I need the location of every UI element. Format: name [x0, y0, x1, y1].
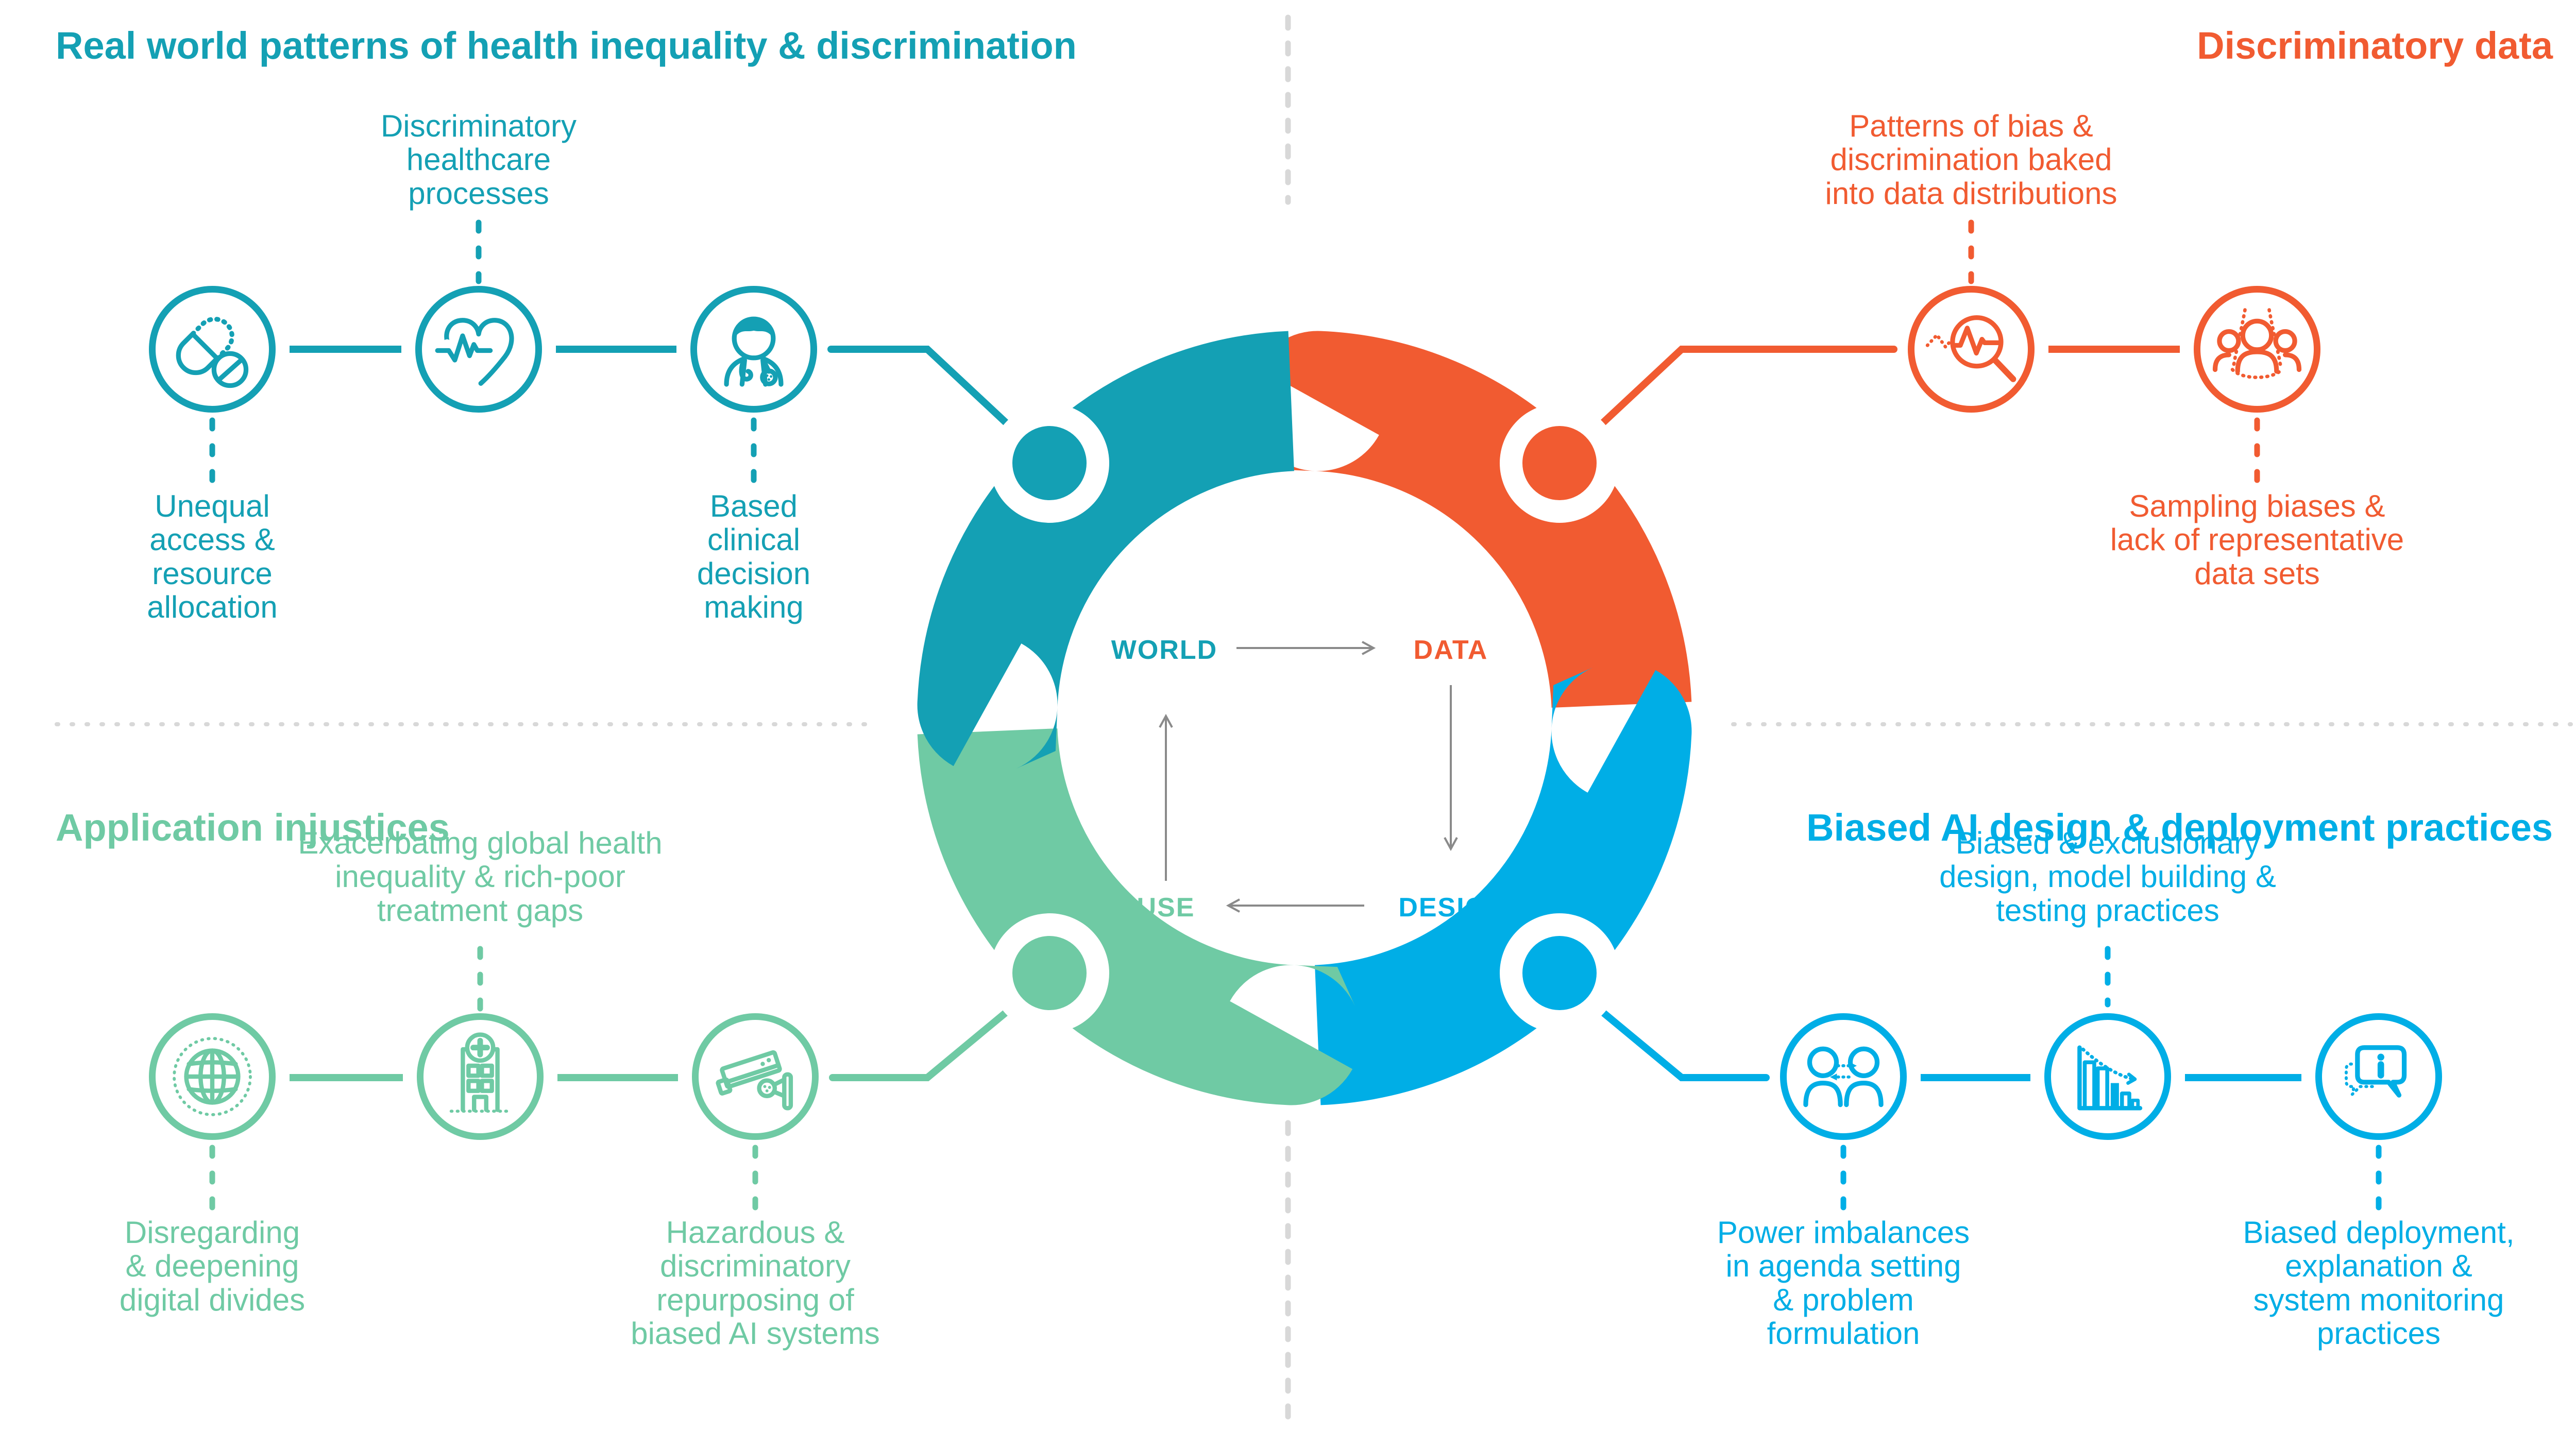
- node-dot-design: [1522, 936, 1597, 1010]
- ring-arc-use: [917, 331, 1692, 1105]
- title-top-left: Real world patterns of health inequality…: [56, 24, 1077, 67]
- arrowhead-left-icon: [1226, 898, 1240, 913]
- label-hazardous-repurposing: Hazardous & discriminatory repurposing o…: [631, 1215, 880, 1351]
- bar-chart-decline-icon: [2077, 1045, 2143, 1111]
- cycle-label-design: DESIGN: [1398, 893, 1507, 923]
- label-power-imbalances: Power imbalances in agenda setting & pro…: [1717, 1215, 1970, 1351]
- label-exclusionary-design: Biased & exclusionary design, model buil…: [1939, 826, 2276, 928]
- people-exchange-circle: [1780, 1013, 1907, 1140]
- cycle-label-data: DATA: [1413, 635, 1488, 665]
- label-discriminatory-healthcare: Discriminatory healthcare processes: [380, 109, 577, 211]
- label-unequal-access: Unequal access & resource allocation: [147, 489, 278, 625]
- title-bottom-left: Application injustices: [56, 806, 450, 849]
- cctv-circle: [692, 1013, 819, 1140]
- globe-icon: [173, 1037, 252, 1116]
- pills-circle: [149, 286, 276, 413]
- info-speech-bubble-icon: [2345, 1045, 2407, 1098]
- heart-ekg-icon: [435, 318, 514, 386]
- connector-bottom-left: [829, 1009, 1009, 1081]
- label-global-health-inequality: Exacerbating global health inequality & …: [298, 826, 663, 928]
- label-sampling-biases: Sampling biases & lack of representative…: [2110, 489, 2404, 591]
- info-bubble-circle: [2315, 1013, 2442, 1140]
- bar-chart-circle: [2044, 1013, 2171, 1140]
- label-clinical-decision: Based clinical decision making: [697, 489, 811, 625]
- cycle-arrows: [1159, 641, 1458, 913]
- node-dot-world: [1012, 426, 1087, 500]
- pills-icon: [176, 316, 249, 388]
- globe-circle: [149, 1013, 276, 1140]
- ring-arc-design: [917, 331, 1692, 1105]
- arrowhead-down-icon: [1444, 837, 1458, 851]
- node-dot-use: [1012, 936, 1087, 1010]
- heart-circle: [415, 286, 542, 413]
- magnifier-pulse-icon: [1925, 315, 2016, 382]
- connector-top-left: [827, 346, 1009, 426]
- label-digital-divides: Disregarding & deepening digital divides: [119, 1215, 306, 1317]
- cycle-label-use: USE: [1137, 893, 1195, 923]
- doctor-icon: [724, 316, 784, 387]
- cycle-label-world: WORLD: [1111, 635, 1218, 665]
- people-group-icon: [2212, 308, 2302, 379]
- label-patterns-of-bias: Patterns of bias & discrimination baked …: [1825, 109, 2117, 211]
- title-bottom-right: Biased AI design & deployment practices: [1806, 806, 2553, 849]
- ring-arc-data: [917, 331, 1692, 1105]
- arrowhead-up-icon: [1159, 713, 1173, 728]
- people-group-circle: [2194, 286, 2320, 413]
- hospital-icon: [449, 1032, 511, 1113]
- cctv-camera-icon: [716, 1050, 793, 1111]
- label-biased-deployment: Biased deployment, explanation & system …: [2243, 1215, 2515, 1351]
- arrowhead-right-icon: [1362, 641, 1376, 655]
- node-dot-data: [1522, 426, 1597, 500]
- hospital-circle: [417, 1013, 544, 1140]
- title-top-right: Discriminatory data: [2197, 24, 2553, 67]
- magnifier-circle: [1908, 286, 2035, 413]
- connector-top-right: [1600, 346, 1897, 426]
- people-exchange-icon: [1803, 1046, 1884, 1107]
- connector-bottom-right: [1600, 1009, 1770, 1081]
- ring-arc-world: [917, 331, 1692, 1105]
- doctor-circle: [690, 286, 817, 413]
